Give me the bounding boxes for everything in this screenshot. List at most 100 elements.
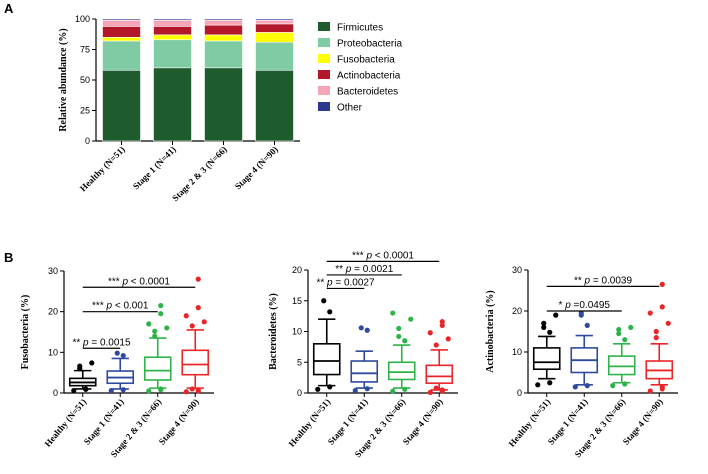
outlier-point — [108, 387, 114, 394]
outlier-point — [541, 324, 547, 330]
outlier-point — [164, 325, 170, 331]
outlier-point — [547, 380, 553, 386]
box-iqr — [312, 342, 341, 376]
outlier-point — [327, 309, 333, 315]
significance-label: ** p = 0.0021 — [335, 264, 394, 275]
outlier-point — [120, 352, 126, 359]
outlier-point — [195, 276, 201, 282]
outlier-point — [146, 321, 152, 327]
bar-segment-proteobacteria — [204, 40, 243, 69]
significance-stars: *** — [108, 276, 122, 287]
outlier-point — [408, 316, 414, 322]
outlier-point — [321, 298, 327, 304]
y-axis-label: Relative abundance (%) — [58, 28, 69, 131]
outlier-point — [315, 386, 321, 392]
significance-stars: ** — [335, 264, 346, 275]
box-iqr — [387, 361, 416, 381]
bar-segment-actinobacteria — [102, 26, 141, 38]
outlier-point — [653, 335, 659, 341]
outlier-point — [647, 310, 653, 316]
x-category-label: Stage 4 (N=90) — [621, 397, 665, 447]
outlier-point — [622, 337, 628, 343]
y-tick-label: 30 — [512, 265, 522, 275]
outlier-point — [152, 333, 158, 339]
significance-p-value: = 0.0039 — [590, 275, 632, 286]
bar-segment-proteobacteria — [255, 41, 294, 71]
outlier-point — [327, 384, 333, 390]
y-tick-label: 20 — [48, 307, 58, 317]
outlier-point — [445, 336, 451, 342]
significance-p-symbol: p — [345, 264, 352, 275]
y-tick-label: 50 — [80, 75, 90, 85]
y-tick-label: 0 — [517, 388, 522, 398]
outlier-point — [189, 323, 195, 329]
bar-segment-firmicutes — [102, 69, 141, 142]
outlier-point — [189, 386, 195, 392]
bar-segment-fusobacteria — [255, 32, 294, 43]
significance-label: *** p < 0.001 — [92, 301, 149, 312]
legend-label: Bacteroidetes — [337, 87, 398, 98]
outlier-point — [584, 383, 590, 389]
outlier-point — [402, 386, 408, 392]
significance-p-value: =0.0495 — [571, 300, 611, 311]
legend-label: Actinobacteria — [337, 71, 401, 82]
outlier-point — [572, 384, 578, 390]
y-tick-label: 75 — [80, 45, 90, 55]
outlier-point — [402, 338, 408, 344]
bar-segment-actinobacteria — [255, 23, 294, 33]
legend-swatch-proteobacteria — [318, 38, 330, 47]
outlier-point — [433, 385, 439, 391]
bar-segment-other — [255, 18, 294, 21]
outlier-point — [195, 387, 201, 393]
significance-stars: ** — [72, 337, 83, 348]
x-category-label: Stage 2 & 3 (N=66) — [170, 144, 229, 203]
bar-segment-fusobacteria — [102, 36, 141, 42]
outlier-point — [77, 363, 83, 369]
y-tick-label: 0 — [297, 388, 302, 398]
y-axis-label: Actinobacteria (%) — [485, 290, 496, 372]
significance-p-symbol: p — [564, 300, 571, 311]
box-iqr — [607, 355, 636, 376]
outlier-point — [433, 342, 439, 348]
significance-p-symbol: p — [82, 337, 89, 348]
bar-segment-firmicutes — [204, 67, 243, 142]
significance-label: ** p = 0.0027 — [316, 277, 375, 288]
outlier-point — [158, 302, 164, 309]
x-category-label: Stage 4 (N=90) — [233, 144, 280, 191]
significance-p-value: < 0.0001 — [372, 250, 414, 261]
bar-segment-bacteroidetes — [204, 19, 243, 26]
outlier-point — [439, 319, 445, 325]
outlier-point — [146, 388, 152, 394]
box-iqr — [143, 356, 172, 381]
bar-segment-actinobacteria — [204, 24, 243, 36]
significance-label: *** p < 0.0001 — [108, 276, 170, 287]
outlier-point — [439, 387, 445, 393]
bar-segment-proteobacteria — [153, 39, 192, 69]
bar-segment-bacteroidetes — [102, 19, 141, 27]
significance-p-symbol: p — [326, 277, 333, 288]
y-tick-label: 100 — [75, 14, 90, 24]
outlier-point — [553, 312, 559, 318]
y-tick-label: 30 — [48, 266, 58, 276]
outlier-point — [659, 384, 665, 390]
outlier-point — [578, 310, 584, 316]
outlier-point — [610, 383, 616, 389]
box-iqr — [350, 360, 379, 383]
bar-segment-other — [102, 18, 141, 21]
outlier-point — [659, 304, 665, 310]
outlier-point — [390, 388, 396, 394]
y-axis-label: Bacteroidetes (%) — [268, 293, 279, 370]
outlier-point — [616, 330, 622, 337]
legend-swatch-fusobacteria — [318, 54, 330, 63]
outlier-point — [364, 327, 370, 333]
outlier-point — [183, 389, 189, 395]
y-tick-label: 0 — [53, 388, 58, 398]
legend-swatch-actinobacteria — [318, 70, 330, 79]
outlier-point — [665, 320, 671, 326]
y-axis-label: Fusobacteria (%) — [20, 295, 31, 370]
stacked-bar-chart: 0 25 50 75 100 Relative abundance (%) Healthy … — [58, 14, 402, 203]
outlier-point — [541, 320, 547, 326]
